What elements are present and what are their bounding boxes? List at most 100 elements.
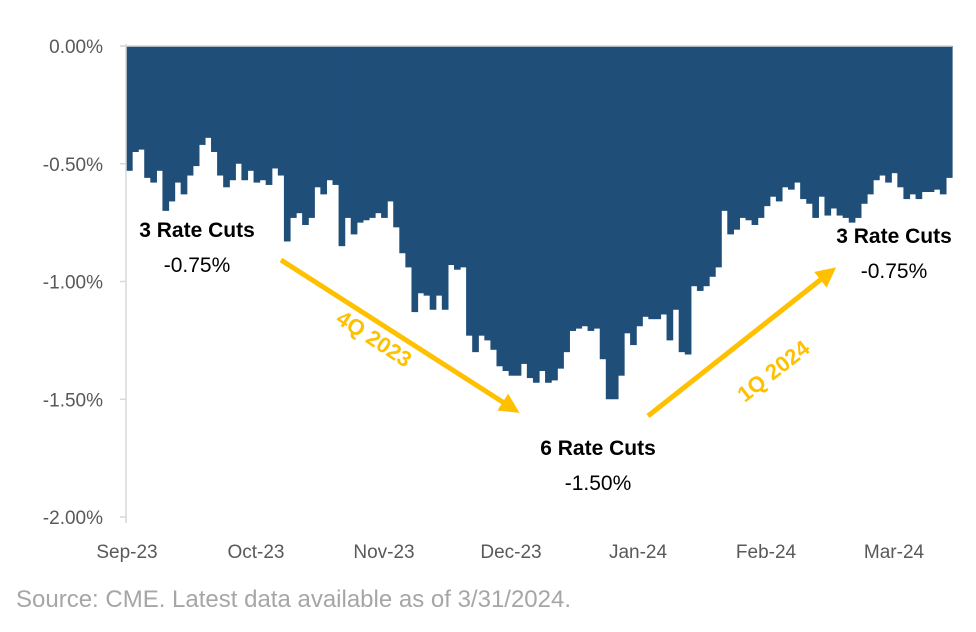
area-bar <box>265 46 273 185</box>
area-bar <box>684 46 692 355</box>
area-bar <box>587 46 595 331</box>
area-bar <box>939 46 947 195</box>
area-bar <box>350 46 358 235</box>
area-bar <box>241 46 249 181</box>
area-bar <box>806 46 813 204</box>
area-bar <box>162 46 170 211</box>
x-tick-label: Dec-23 <box>480 542 541 563</box>
area-bar <box>223 46 230 188</box>
area-bar <box>617 46 625 376</box>
area-bar <box>745 46 753 221</box>
area-bar <box>636 46 643 327</box>
area-bar <box>672 46 680 310</box>
area-bar <box>490 46 498 350</box>
area-bar <box>423 46 431 296</box>
axes <box>120 44 952 523</box>
area-bar <box>393 46 400 228</box>
area-bar <box>757 46 765 218</box>
area-bar <box>520 46 528 364</box>
x-axis-ticks: Sep-23 Oct-23 Nov-23 Dec-23 Jan-24 Feb-24 Mar-… <box>96 542 924 563</box>
area-bar <box>727 46 734 235</box>
area-bar <box>909 46 917 195</box>
y-tick-label: -1.50% <box>43 390 103 411</box>
area-bar <box>496 46 504 367</box>
area-bar <box>435 46 443 296</box>
area-bar <box>235 46 242 164</box>
area-bar <box>709 46 716 277</box>
area-series <box>126 46 953 400</box>
quarter-label-1q-2024: 1Q 2024 <box>732 335 815 407</box>
area-bar <box>186 46 194 176</box>
area-bar <box>180 46 188 195</box>
area-bar <box>611 46 619 400</box>
area-bar <box>198 46 206 145</box>
area-bar <box>138 46 145 150</box>
area-bar <box>545 46 552 383</box>
area-bar <box>824 46 832 216</box>
area-bar <box>302 46 309 225</box>
area-bar <box>453 46 461 270</box>
area-bar <box>605 46 613 400</box>
area-bar <box>532 46 540 383</box>
area-bar <box>368 46 376 218</box>
area-bar <box>289 46 297 218</box>
area-bar <box>763 46 771 207</box>
area-bar <box>933 46 941 190</box>
area-bar <box>484 46 492 341</box>
area-bar <box>897 46 905 188</box>
area-bar <box>356 46 364 223</box>
area-bar <box>642 46 649 317</box>
x-tick-label: Feb-24 <box>736 542 797 563</box>
arrow-4q-2023 <box>279 257 520 413</box>
area-bar <box>417 46 425 294</box>
area-bar <box>271 46 279 169</box>
area-bar <box>739 46 747 218</box>
area-bar <box>569 46 577 331</box>
area-bar <box>702 46 710 287</box>
annotation-left-title: 3 Rate Cuts <box>139 219 255 242</box>
area-bar <box>903 46 911 200</box>
area-bar <box>575 46 583 329</box>
area-bar <box>690 46 698 287</box>
area-bar <box>854 46 862 218</box>
area-bar <box>259 46 267 181</box>
area-bar <box>891 46 898 174</box>
area-bar <box>338 46 346 247</box>
area-bar <box>660 46 668 315</box>
source-note: Source: CME. Latest data available as of… <box>16 586 572 613</box>
area-bar <box>733 46 741 230</box>
area-bar <box>921 46 929 193</box>
area-bar <box>126 46 133 171</box>
area-bar <box>866 46 874 195</box>
area-bar <box>344 46 352 218</box>
area-bar <box>478 46 485 336</box>
y-tick-label: -0.50% <box>43 155 103 176</box>
area-bar <box>144 46 151 178</box>
annotation-right-title: 3 Rate Cuts <box>836 225 952 248</box>
area-bar <box>581 46 589 327</box>
x-tick-label: Sep-23 <box>96 542 157 563</box>
area-bar <box>794 46 801 183</box>
x-tick-label: Nov-23 <box>353 542 414 563</box>
area-bar <box>800 46 807 200</box>
area-bar <box>296 46 303 214</box>
annotation-middle-title: 6 Rate Cuts <box>540 437 656 460</box>
area-bar <box>405 46 413 268</box>
area-bar <box>715 46 722 268</box>
chart: 0.00% -0.50% -1.00% -1.50% -2.00% Sep-23 Oct-… <box>43 37 953 563</box>
area-bar <box>229 46 236 181</box>
area-bar <box>514 46 522 376</box>
area-bar <box>247 46 255 171</box>
arrow-1q-2024 <box>646 267 837 418</box>
area-bar <box>375 46 382 214</box>
area-bar <box>818 46 826 197</box>
area-bar <box>812 46 819 218</box>
annotation-middle-value: -1.50% <box>565 472 632 495</box>
x-tick-label: Mar-24 <box>864 542 925 563</box>
area-bar <box>399 46 406 254</box>
area-bar <box>873 46 880 181</box>
area-bar <box>387 46 394 202</box>
area-bar <box>156 46 164 171</box>
area-bar <box>624 46 631 334</box>
area-bar <box>848 46 856 223</box>
